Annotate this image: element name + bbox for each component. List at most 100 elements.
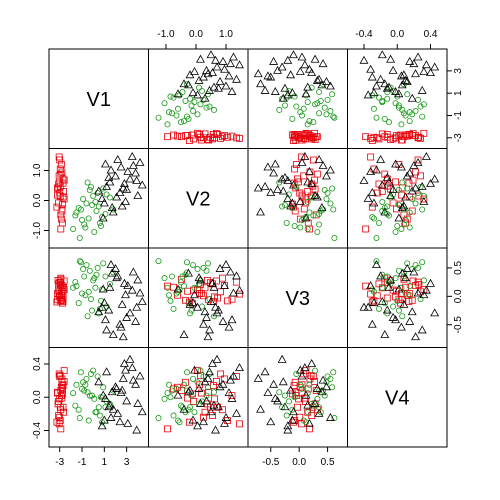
point-triangle-2-v3-v2	[224, 322, 234, 331]
point-circle-11-v1-v2	[206, 103, 213, 110]
point-square-16-v4-v2	[185, 418, 193, 426]
point-circle-24-v4-v1	[82, 381, 89, 388]
point-triangle-6-v4-v1	[122, 396, 132, 405]
point-circle-6-v2-v4	[369, 213, 376, 220]
point-triangle-16-v1-v3	[325, 81, 335, 90]
point-circle-7-v3-v1	[83, 262, 90, 269]
point-circle-16-v2-v1	[91, 228, 98, 235]
point-circle-16-v4-v3	[314, 395, 321, 402]
point-circle-2-v4-v1	[76, 415, 83, 422]
point-triangle-25-v2-v4	[391, 159, 401, 168]
point-square-25-v4-v3	[292, 388, 300, 396]
point-square-29-v1-v2	[209, 131, 217, 138]
point-triangle-6-v4-v3	[273, 396, 283, 405]
point-circle-5-v1-v3	[321, 104, 328, 111]
point-square-24-v2-v1	[57, 170, 65, 178]
point-circle-26-v1-v3	[276, 106, 283, 113]
point-triangle-5-v4-v2	[215, 382, 225, 391]
point-triangle-16-v4-v1	[106, 413, 116, 421]
point-circle-18-v2-v3	[329, 185, 336, 192]
point-triangle-13-v3-v4	[417, 325, 427, 334]
point-triangle-25-v1-v2	[227, 87, 237, 95]
point-square-27-v4-v3	[307, 372, 315, 380]
point-triangle-28-v2-v1	[107, 202, 117, 211]
point-triangle-19-v2-v3	[266, 187, 276, 196]
point-triangle-2-v1-v4	[396, 71, 406, 80]
y-tick-label-v2-2: 1.0	[32, 163, 43, 177]
point-triangle-12-v1-v2	[232, 74, 241, 83]
point-circle-21-v2-v1	[89, 201, 96, 208]
point-circle-15-v2-v4	[409, 195, 416, 202]
point-triangle-27-v2-v3	[253, 183, 263, 192]
point-triangle-13-v1-v3	[260, 85, 270, 94]
point-triangle-16-v4-v2	[221, 413, 231, 421]
point-triangle-19-v1-v3	[266, 72, 276, 81]
point-circle-24-v3-v2	[165, 292, 172, 299]
point-square-7-v3-v2	[224, 297, 231, 305]
point-triangle-15-v2-v3	[286, 201, 296, 210]
point-triangle-17-v2-v4	[430, 174, 440, 183]
point-triangle-24-v3-v2	[194, 273, 204, 282]
point-square-29-v2-v1	[59, 179, 67, 187]
point-triangle-14-v3-v4	[386, 275, 396, 284]
point-triangle-17-v4-v3	[277, 354, 287, 363]
point-circle-22-v1-v3	[310, 119, 317, 126]
point-triangle-21-v2-v3	[280, 172, 290, 181]
point-triangle-18-v1-v3	[301, 89, 311, 98]
point-triangle-2-v1-v2	[224, 71, 234, 80]
point-triangle-8-v3-v4	[380, 329, 390, 338]
point-square-23-v4-v2	[170, 385, 177, 393]
point-triangle-15-v4-v3	[286, 385, 296, 394]
point-circle-25-v1-v3	[316, 89, 323, 96]
point-triangle-23-v2-v4	[377, 180, 387, 189]
point-triangle-17-v4-v1	[125, 354, 135, 363]
point-triangle-20-v4-v2	[226, 375, 235, 384]
point-square-29-v4-v1	[59, 382, 67, 390]
point-triangle-15-v2-v4	[399, 201, 409, 210]
point-triangle-6-v1-v4	[388, 65, 398, 74]
point-triangle-9-v4-v2	[208, 358, 217, 367]
x-tick-label-v1-2: 1	[102, 457, 108, 468]
point-circle-11-v4-v2	[206, 370, 213, 377]
y-tick-label-v1-2: 1	[453, 90, 464, 96]
point-triangle-27-v1-v3	[253, 69, 263, 78]
point-triangle-8-v1-v4	[380, 79, 390, 88]
point-triangle-6-v3-v4	[388, 312, 398, 321]
point-triangle-17-v3-v4	[430, 308, 440, 317]
point-triangle-14-v4-v1	[133, 398, 143, 407]
point-triangle-3-v2-v1	[127, 151, 137, 160]
point-circle-18-v1-v2	[204, 91, 211, 98]
point-circle-5-v4-v2	[203, 392, 210, 399]
point-circle-3-v3-v4	[420, 277, 427, 284]
point-triangle-0-v3-v1	[94, 307, 104, 316]
point-triangle-21-v3-v1	[104, 305, 114, 314]
point-circle-5-v2-v3	[321, 186, 328, 193]
point-triangle-18-v3-v1	[98, 284, 108, 293]
point-triangle-24-v2-v3	[312, 192, 322, 201]
point-triangle-20-v3-v4	[409, 267, 419, 276]
point-triangle-23-v1-v3	[289, 50, 298, 59]
point-circle-19-v2-v1	[85, 215, 92, 222]
point-square-13-v4-v3	[312, 387, 320, 394]
point-triangle-24-v3-v4	[401, 273, 411, 282]
variable-label-v3: V3	[286, 288, 310, 310]
point-circle-18-v3-v4	[404, 260, 411, 267]
point-triangle-28-v2-v3	[317, 202, 327, 211]
point-triangle-5-v3-v1	[111, 264, 120, 272]
point-circle-24-v1-v3	[297, 109, 304, 116]
point-circle-24-v3-v4	[406, 292, 413, 299]
point-circle-19-v1-v4	[370, 105, 377, 112]
point-triangle-17-v4-v2	[212, 354, 222, 363]
point-triangle-11-v2-v4	[405, 168, 415, 177]
point-triangle-18-v2-v3	[301, 213, 311, 222]
point-triangle-21-v3-v2	[214, 305, 223, 314]
point-square-0-v2-v4	[362, 225, 370, 233]
point-circle-29-v2-v4	[394, 222, 401, 229]
point-circle-12-v1-v2	[195, 84, 202, 91]
point-circle-20-v2-v1	[110, 206, 117, 213]
point-triangle-21-v2-v4	[382, 172, 392, 181]
point-circle-13-v2-v4	[398, 225, 405, 232]
point-triangle-0-v1-v4	[407, 93, 417, 102]
point-triangle-4-v1-v3	[287, 88, 297, 97]
point-triangle-10-v2-v3	[283, 193, 293, 202]
